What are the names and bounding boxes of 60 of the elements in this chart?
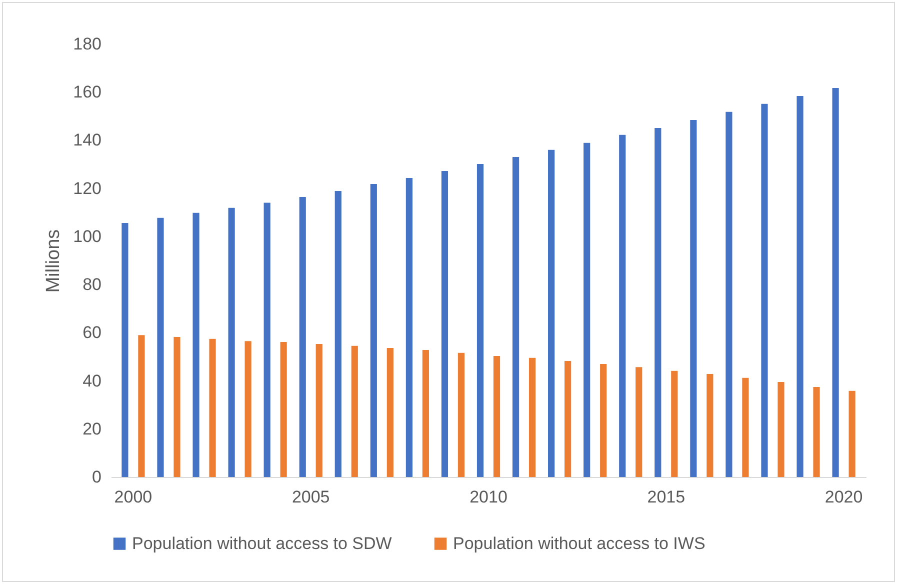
- y-tick-label: 100: [73, 226, 102, 246]
- bar: [422, 350, 429, 477]
- y-tick-label: 40: [82, 371, 102, 390]
- bar: [636, 367, 642, 477]
- x-tick-label: 2010: [470, 488, 508, 506]
- x-tick-label: 2015: [647, 488, 686, 506]
- bar: [848, 390, 856, 477]
- y-tick-label: 180: [73, 34, 102, 54]
- legend-label: Population without access to SDW: [132, 534, 392, 553]
- bar: [157, 218, 164, 477]
- x-tick-label: 2020: [824, 488, 863, 506]
- y-tick-label: 0: [92, 468, 102, 486]
- bar: [654, 128, 662, 477]
- bar: [671, 370, 678, 477]
- bar: [351, 346, 358, 477]
- bar: [742, 378, 749, 477]
- bar: [619, 134, 626, 477]
- bar: [476, 164, 484, 477]
- bar: [548, 150, 555, 477]
- x-tick-label: 2000: [114, 488, 152, 506]
- bar: [761, 104, 768, 477]
- bar: [299, 196, 306, 477]
- bar: [406, 178, 412, 477]
- bar: [528, 358, 536, 477]
- bar: [441, 171, 448, 477]
- bar: [174, 336, 180, 477]
- bar: [209, 338, 216, 477]
- bar: [512, 157, 520, 477]
- bar: [386, 348, 394, 477]
- x-tick-label: 2005: [292, 488, 330, 506]
- bar: [564, 361, 572, 477]
- bar: [584, 142, 590, 477]
- bar: [122, 222, 128, 477]
- y-tick-label: 140: [73, 130, 102, 150]
- y-tick-label: 20: [82, 419, 102, 438]
- bar: [813, 387, 820, 477]
- bar: [316, 344, 322, 477]
- bar: [493, 356, 500, 477]
- y-tick-label: 60: [82, 323, 102, 342]
- bar: [228, 208, 235, 477]
- bar: [796, 96, 804, 477]
- bar: [726, 112, 732, 477]
- bar: [458, 352, 465, 477]
- y-tick-label: 160: [73, 82, 102, 102]
- y-axis-title: Millions: [43, 229, 64, 293]
- y-tick-label: 80: [82, 275, 102, 294]
- bar: [138, 335, 145, 477]
- bar: [706, 374, 714, 477]
- bar: [192, 212, 200, 477]
- bar: [370, 184, 377, 477]
- bar: [832, 88, 839, 477]
- bar: [264, 202, 270, 477]
- bar: [778, 382, 784, 477]
- y-tick-label: 120: [73, 178, 102, 198]
- legend-label: Population without access to IWS: [453, 534, 706, 553]
- bar: [280, 342, 287, 477]
- bar: [690, 120, 697, 477]
- bar: [600, 364, 607, 477]
- bar: [334, 190, 342, 477]
- bar: [244, 341, 252, 477]
